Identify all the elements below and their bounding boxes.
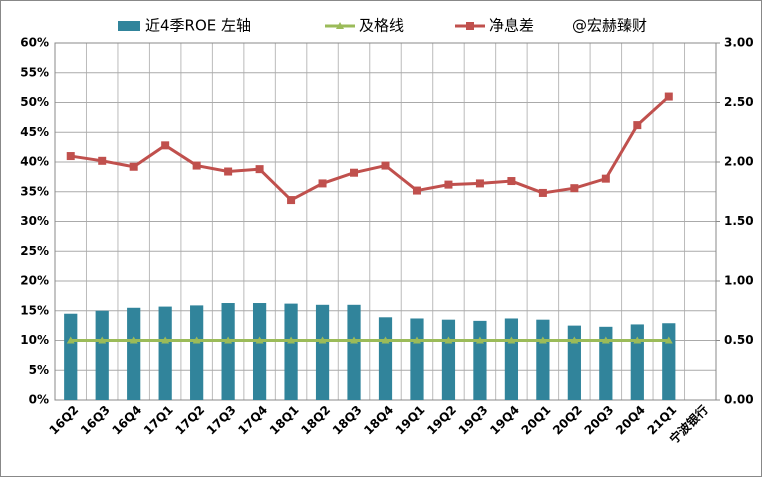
- marker: [381, 336, 390, 344]
- y-tick-label: 0%: [29, 393, 49, 407]
- y-tick-label: 10%: [20, 333, 49, 347]
- marker: [381, 161, 390, 170]
- bar: [158, 306, 172, 400]
- marker: [664, 92, 673, 101]
- marker: [475, 336, 484, 344]
- y2-tick-label: 1.00: [724, 274, 754, 288]
- marker: [318, 179, 327, 188]
- bar: [95, 310, 109, 400]
- bar: [410, 318, 424, 400]
- marker: [475, 179, 484, 188]
- marker: [287, 196, 296, 205]
- marker: [192, 336, 201, 344]
- marker: [129, 336, 138, 344]
- y-tick-label: 35%: [20, 184, 49, 198]
- marker: [66, 152, 75, 161]
- bar: [252, 303, 267, 400]
- marker: [664, 336, 673, 344]
- marker: [444, 180, 453, 189]
- bar: [378, 317, 393, 400]
- y2-tick-label: 1.50: [724, 214, 754, 228]
- marker: [507, 336, 516, 344]
- marker: [601, 174, 610, 183]
- bar: [64, 313, 78, 400]
- y-tick-label: 5%: [29, 363, 49, 377]
- marker: [507, 177, 516, 186]
- bar: [127, 307, 141, 400]
- y2-tick-label: 3.00: [724, 36, 754, 50]
- bar: [473, 320, 487, 400]
- legend-label: 及格线: [359, 17, 404, 35]
- marker: [66, 336, 75, 344]
- bar: [284, 303, 298, 400]
- y-tick-label: 50%: [20, 95, 49, 109]
- marker: [224, 336, 233, 344]
- y-tick-label: 45%: [20, 125, 49, 139]
- marker: [318, 336, 327, 344]
- marker: [350, 168, 359, 177]
- legend-marker: [336, 22, 344, 29]
- marker: [444, 336, 453, 344]
- bar: [536, 319, 550, 400]
- marker: [570, 184, 579, 193]
- marker: [412, 336, 421, 344]
- y-tick-label: 25%: [20, 244, 49, 258]
- bar: [347, 304, 361, 400]
- bar: [599, 326, 613, 400]
- y-tick-label: 40%: [20, 155, 49, 169]
- marker: [350, 336, 359, 344]
- bar: [221, 303, 235, 400]
- y2-tick-label: 2.50: [724, 95, 754, 109]
- legend-label: 净息差: [489, 17, 534, 35]
- y-tick-label: 55%: [20, 65, 49, 79]
- marker: [98, 156, 107, 165]
- legend-swatch: [118, 21, 140, 31]
- marker: [129, 162, 138, 171]
- bar: [315, 304, 330, 400]
- bar: [567, 325, 581, 400]
- marker: [601, 336, 610, 344]
- marker: [192, 161, 201, 170]
- marker: [255, 336, 264, 344]
- y-tick-label: 30%: [20, 214, 49, 228]
- marker: [224, 167, 233, 176]
- y2-tick-label: 0.00: [724, 393, 754, 407]
- marker: [287, 336, 296, 344]
- marker: [412, 186, 421, 195]
- y-tick-label: 20%: [20, 274, 49, 288]
- bar: [630, 324, 644, 400]
- legend-label: 近4季ROE 左轴: [145, 17, 251, 35]
- bar: [662, 323, 676, 400]
- legend-note: @宏赫臻财: [572, 17, 647, 35]
- bar: [190, 305, 204, 400]
- marker: [538, 336, 547, 344]
- marker: [161, 336, 170, 344]
- marker: [633, 121, 642, 130]
- marker: [633, 336, 642, 344]
- marker: [161, 141, 170, 150]
- y2-tick-label: 0.50: [724, 333, 754, 347]
- marker: [570, 336, 579, 344]
- y-tick-label: 60%: [20, 36, 49, 50]
- y2-tick-label: 2.00: [724, 155, 754, 169]
- marker: [255, 165, 264, 174]
- line: [70, 95, 670, 202]
- bar: [504, 318, 519, 400]
- bar: [441, 319, 456, 400]
- marker: [538, 188, 547, 197]
- y-tick-label: 15%: [20, 303, 49, 317]
- legend-marker: [466, 22, 474, 30]
- marker: [98, 336, 107, 344]
